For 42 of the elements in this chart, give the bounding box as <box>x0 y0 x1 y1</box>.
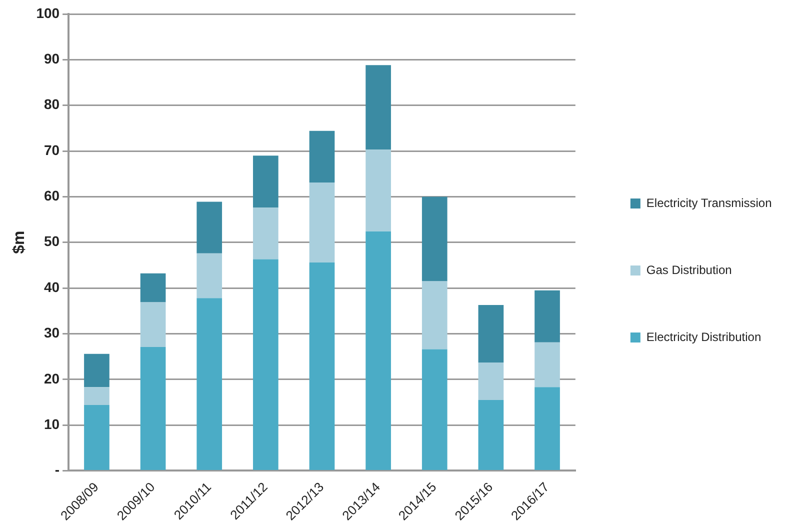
y-tick-label: 70 <box>44 142 60 158</box>
bar <box>309 262 335 470</box>
bar <box>478 304 504 362</box>
bar <box>534 342 560 388</box>
legend-label: Electricity Distribution <box>646 330 762 344</box>
bar <box>140 302 166 347</box>
y-axis-title: $m <box>11 230 28 254</box>
bar <box>196 298 222 470</box>
bar <box>84 354 110 388</box>
y-tick-label: - <box>54 462 60 478</box>
legend-label: Gas Distribution <box>646 262 732 277</box>
y-tick-label: 10 <box>44 416 60 432</box>
y-tick-label: 40 <box>44 278 60 295</box>
bar <box>196 253 222 298</box>
bar <box>309 130 335 183</box>
bar <box>309 182 335 262</box>
y-tick-label: 90 <box>44 50 60 67</box>
y-tick-label: 60 <box>44 188 60 204</box>
bar <box>140 346 166 470</box>
bar <box>196 202 222 254</box>
bar <box>366 150 391 232</box>
bar <box>366 231 391 470</box>
bar <box>253 259 278 470</box>
bar <box>534 290 560 342</box>
bar <box>84 404 110 470</box>
y-tick-label: 30 <box>44 324 60 341</box>
bar <box>84 387 110 405</box>
bar <box>422 349 448 470</box>
bar <box>534 387 560 470</box>
y-tick-label: 80 <box>44 96 60 112</box>
bar <box>140 273 166 302</box>
bar <box>422 196 448 282</box>
bar <box>478 362 504 400</box>
bar <box>478 400 504 470</box>
bar <box>253 156 278 208</box>
bar <box>366 65 391 150</box>
bar <box>253 208 278 260</box>
legend-label: Electricity Transmission <box>646 196 772 210</box>
y-tick-label: 50 <box>44 233 60 250</box>
bar <box>422 281 448 350</box>
y-tick-label: 100 <box>36 4 60 21</box>
y-tick-label: 20 <box>44 370 60 386</box>
